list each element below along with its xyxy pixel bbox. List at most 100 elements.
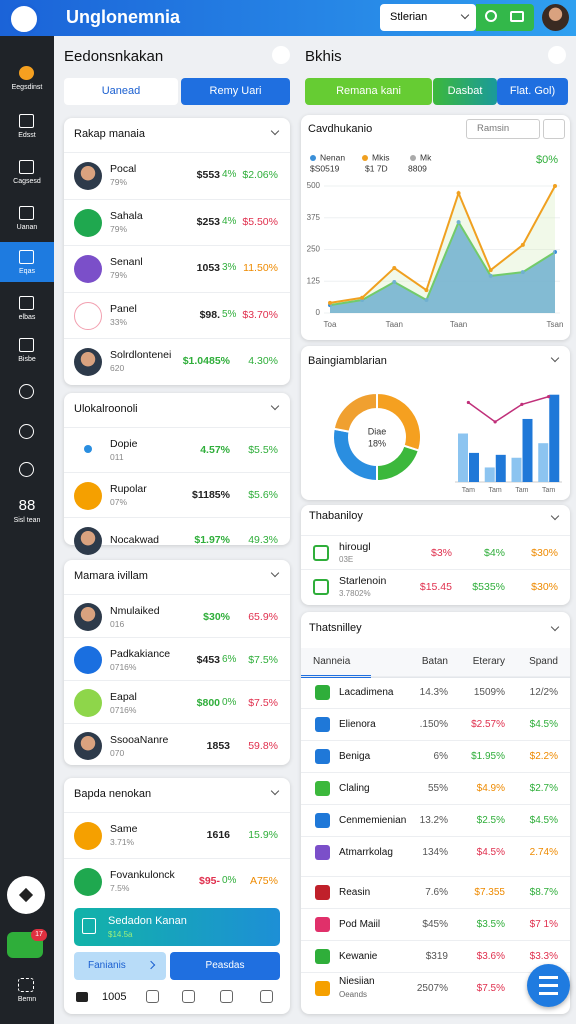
sidebar-label: Eqas <box>19 268 35 275</box>
row-change: 0% <box>222 875 237 886</box>
column-header[interactable]: Spand <box>529 656 558 667</box>
sidebar-icon[interactable] <box>19 384 34 399</box>
chevron[interactable] <box>270 401 280 411</box>
row-name: Same <box>110 823 138 835</box>
row-name: Nmulaiked <box>110 605 160 617</box>
collapse[interactable] <box>548 46 566 64</box>
row-sub: 011 <box>110 452 124 462</box>
footer-icon[interactable] <box>260 990 273 1003</box>
card-title: Bapda nenokan <box>74 788 152 800</box>
chevron[interactable] <box>270 568 280 578</box>
sidebar-icon[interactable] <box>19 206 34 220</box>
sidebar-icon[interactable] <box>18 978 34 992</box>
row-icon <box>315 885 330 900</box>
sidebar-icon[interactable] <box>19 338 34 352</box>
table-cell: 13.2% <box>419 815 448 826</box>
sidebar-icon[interactable] <box>19 462 34 477</box>
table-cell: 14.3% <box>419 687 448 698</box>
chevron[interactable] <box>270 126 280 136</box>
row-total: 15.9% <box>248 829 278 841</box>
table-cell: $7.5% <box>476 983 505 994</box>
list-row: Pocal 79% $553 4% $2.06% <box>64 152 290 199</box>
table-row: Beniga 6% $1.95% $2.2% <box>301 740 570 772</box>
button[interactable]: Fanianis <box>74 952 166 980</box>
row-value: $553 <box>196 169 220 181</box>
table-cell: $4.9% <box>476 783 505 794</box>
search-text: Stlerian <box>390 11 428 23</box>
row-icon <box>315 685 330 700</box>
sidebar-icon[interactable] <box>19 250 34 264</box>
table-cell: Kewanie <box>339 951 378 962</box>
avatar[interactable] <box>542 4 569 31</box>
banner[interactable]: Sedadon Kanan $14.5a <box>74 908 280 946</box>
chevron[interactable] <box>550 511 560 521</box>
sidebar-icon[interactable] <box>19 424 34 439</box>
button[interactable]: Peasdas <box>170 952 280 980</box>
sidebar <box>0 36 54 1024</box>
row-sub: 070 <box>110 748 125 758</box>
row-value: $98. <box>199 308 220 321</box>
table-row: Kewanie $319 $3.6% $3.3% <box>301 940 570 972</box>
sidebar-icon[interactable] <box>19 114 34 128</box>
row-sub: 3.71% <box>110 837 135 847</box>
table-cell: $4.5% <box>476 847 505 858</box>
column-header[interactable]: Batan <box>421 656 448 667</box>
table-cell: Lacadimena <box>339 687 394 698</box>
card-title: Rakap manaia <box>74 128 145 140</box>
sidebar-icon[interactable] <box>19 296 34 310</box>
row-name: SsooaNanre <box>110 734 169 746</box>
table-cell: Elienora <box>339 719 376 730</box>
row-sub: 79% <box>110 270 128 280</box>
row-name: Eapal <box>110 691 137 703</box>
list-row: Senanl 79% 1053 3% 11.50% <box>64 245 290 292</box>
row-total: $7.5% <box>248 654 278 666</box>
sidebar-label: Bisbe <box>18 356 36 363</box>
table-row: Atmarrkolag 134% $4.5% 2.74% <box>301 836 570 868</box>
list-row: Rupolar 07% $1185% $5.6% <box>64 472 290 517</box>
pin <box>84 445 92 453</box>
row-icon <box>74 868 102 896</box>
row-sub: 7.5% <box>110 883 130 893</box>
row-value: $800 <box>196 697 220 709</box>
table-cell: $2.7% <box>529 783 558 794</box>
sidebar-icon[interactable] <box>19 160 34 174</box>
tab[interactable]: Remana kani <box>305 78 432 105</box>
tab[interactable]: Dasbat <box>433 78 497 105</box>
row-icon <box>74 301 102 330</box>
badge: 17 <box>31 929 47 941</box>
row-sub: Oeands <box>339 990 368 999</box>
row-sub: 0716% <box>110 705 137 715</box>
tab[interactable]: Remy Uari <box>181 78 290 105</box>
footer-icon[interactable] <box>220 990 233 1003</box>
table-cell: $4.5% <box>529 815 558 826</box>
row-value: $30% <box>203 611 230 623</box>
table-cell: .150% <box>419 719 448 730</box>
row-name: Solrdlontenei <box>110 349 172 361</box>
tab[interactable]: Flat. Gol) <box>497 78 568 105</box>
footer-icon[interactable] <box>146 990 159 1003</box>
sidebar-icon[interactable] <box>19 66 34 80</box>
row-name: Senanl <box>110 256 143 268</box>
table-cell: Reasin <box>339 887 371 898</box>
row-value: 1853 <box>206 740 230 752</box>
row-icon <box>315 845 330 860</box>
app-title: Unglonemnia <box>66 7 181 27</box>
table-cell: $3.3% <box>529 951 558 962</box>
row-icon <box>315 717 330 732</box>
logo[interactable] <box>8 3 40 35</box>
chevron[interactable] <box>550 622 560 632</box>
search-select[interactable]: Stlerian <box>380 4 476 31</box>
chevron[interactable] <box>270 786 280 796</box>
card: Rakap manaia Pocal 79% $553 4% $2.06% Sahala 79… <box>64 118 290 385</box>
footer-icon[interactable] <box>182 990 195 1003</box>
row-total: $2.06% <box>242 169 278 181</box>
column-header[interactable]: Nanneia <box>313 656 351 667</box>
column-header[interactable]: Eterary <box>472 656 505 667</box>
row-name: Panel <box>110 302 137 315</box>
sidebar-label: Bemn <box>17 996 37 1003</box>
collapse[interactable] <box>272 46 290 64</box>
tab[interactable]: Uanead <box>64 78 178 105</box>
icon-button[interactable] <box>543 119 565 139</box>
row-value: $253 <box>196 215 220 228</box>
input[interactable]: Ramsin <box>466 119 540 139</box>
